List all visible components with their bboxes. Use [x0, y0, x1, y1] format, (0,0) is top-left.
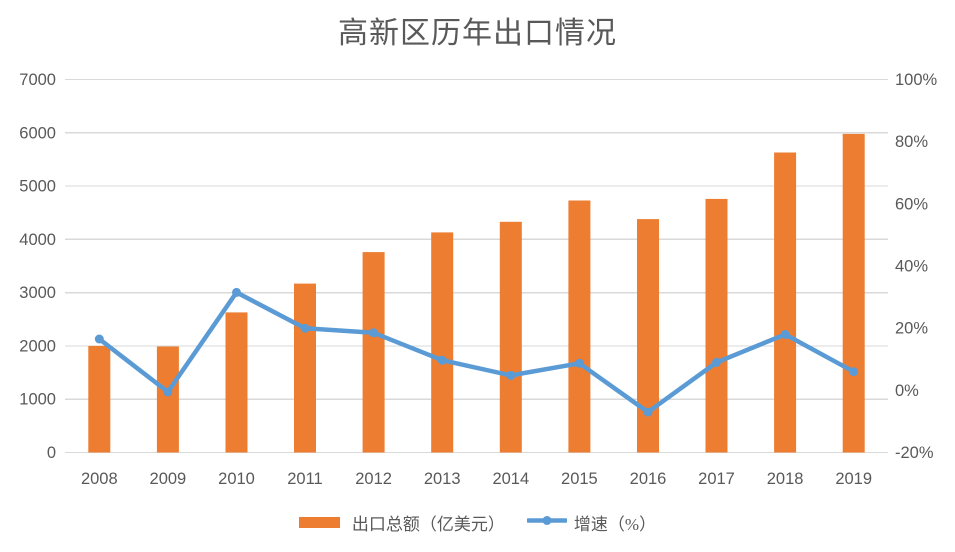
left-axis-label-5000: 5000 — [19, 178, 56, 196]
marker-2017 — [712, 357, 721, 367]
x-label-2012: 2012 — [355, 470, 392, 488]
left-axis-label-0: 0 — [47, 444, 56, 462]
marker-2010 — [232, 287, 241, 297]
x-label-2017: 2017 — [698, 470, 735, 488]
marker-2019 — [849, 367, 859, 377]
marker-2011 — [300, 323, 310, 333]
x-label-2011: 2011 — [287, 470, 322, 488]
bar-2009 — [156, 346, 179, 453]
bar-2011 — [294, 283, 316, 453]
marker-2012 — [369, 328, 379, 338]
left-axis-label-7000: 7000 — [19, 71, 56, 89]
legend-label-exports: 出口总额（亿美元） — [351, 514, 505, 534]
legend-label-growth: 增速（%） — [573, 514, 657, 534]
bar-2010 — [225, 312, 248, 453]
bar-2019 — [842, 133, 865, 453]
exports-bar-swatch-icon — [298, 516, 340, 528]
left-axis-label-1000: 1000 — [19, 391, 56, 409]
bar-2015 — [568, 200, 591, 453]
marker-2018 — [780, 329, 790, 339]
bar-2016 — [637, 219, 659, 453]
chart-legend: 出口总额（亿美元） 增速（%） — [0, 509, 955, 535]
marker-2016 — [643, 407, 653, 417]
left-axis-label-2000: 2000 — [19, 337, 56, 355]
chart-title: 高新区历年出口情况 — [338, 17, 617, 50]
left-axis-label-4000: 4000 — [19, 231, 56, 249]
bar-2012 — [362, 252, 385, 453]
x-label-2010: 2010 — [218, 470, 255, 488]
bar-2017 — [705, 198, 728, 453]
right-axis-label--20%: -20% — [895, 444, 934, 462]
marker-2013 — [437, 355, 447, 365]
x-label-2013: 2013 — [424, 470, 461, 488]
x-label-2018: 2018 — [767, 470, 804, 488]
bar-2014 — [499, 221, 522, 453]
marker-2015 — [574, 358, 584, 368]
x-label-2019: 2019 — [835, 470, 872, 488]
x-label-2014: 2014 — [492, 470, 529, 488]
x-label-2008: 2008 — [81, 470, 118, 488]
legend-item-exports: 出口总额（亿美元） — [298, 510, 505, 535]
bar-2008 — [88, 345, 111, 453]
right-axis-label-0%: 0% — [895, 382, 919, 400]
growth-line — [97, 290, 856, 415]
x-label-2015: 2015 — [561, 470, 598, 488]
marker-2008 — [94, 334, 104, 344]
left-axis-label-6000: 6000 — [19, 124, 56, 142]
legend-item-growth: 增速（%） — [525, 510, 657, 535]
x-label-2009: 2009 — [150, 470, 187, 488]
right-axis-label-100%: 100% — [895, 71, 938, 89]
left-axis-label-3000: 3000 — [19, 284, 56, 302]
bar-2013 — [431, 232, 454, 453]
right-axis-label-60%: 60% — [895, 195, 928, 213]
right-axis-label-40%: 40% — [895, 258, 928, 276]
right-axis-label-20%: 20% — [895, 320, 928, 338]
x-label-2016: 2016 — [630, 470, 667, 488]
growth-line-swatch-icon — [525, 512, 569, 532]
marker-2014 — [506, 370, 516, 380]
right-axis-label-80%: 80% — [895, 133, 928, 151]
bar-2018 — [774, 152, 797, 453]
marker-2009 — [163, 387, 173, 397]
